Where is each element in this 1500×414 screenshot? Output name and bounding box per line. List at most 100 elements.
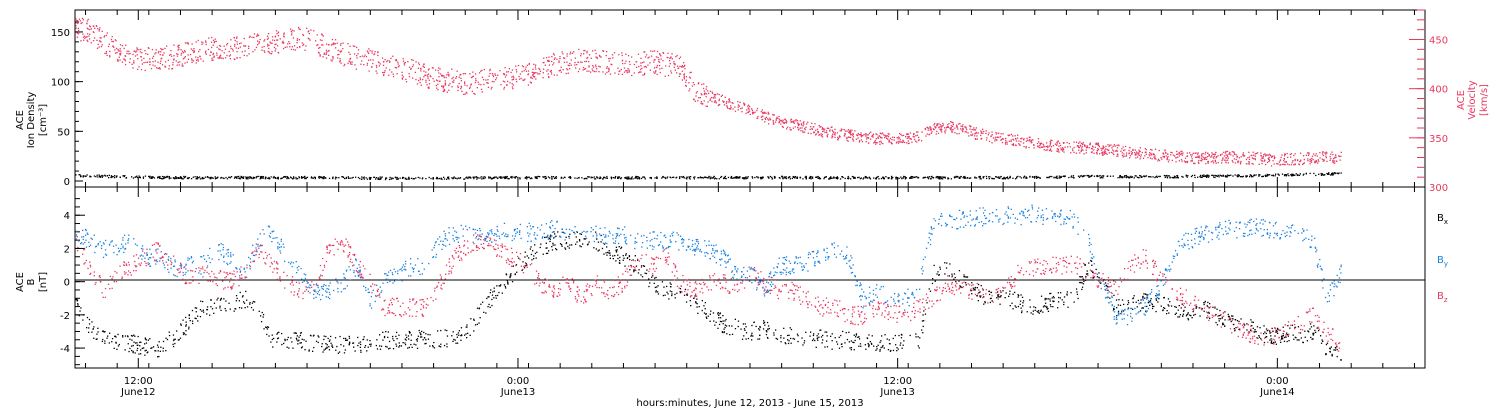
velocity-point [457, 90, 458, 91]
velocity-point [930, 127, 931, 128]
field-point-bz [1143, 261, 1144, 262]
velocity-point [239, 57, 240, 58]
velocity-point [608, 58, 609, 59]
velocity-point [84, 36, 85, 37]
density-point [215, 176, 216, 177]
velocity-point [512, 69, 513, 70]
velocity-point [660, 72, 661, 73]
field-point-bz [775, 279, 776, 280]
density-point [318, 176, 319, 177]
velocity-point [98, 44, 99, 45]
velocity-point [409, 73, 410, 74]
field-point-bz [1135, 259, 1136, 260]
velocity-point [1247, 157, 1248, 158]
density-point [95, 176, 96, 177]
velocity-point [810, 133, 811, 134]
density-point [113, 176, 114, 177]
density-point [376, 177, 377, 178]
density-point [169, 178, 170, 179]
field-point-bz [225, 287, 226, 288]
velocity-point [670, 63, 671, 64]
velocity-point [626, 70, 627, 71]
field-point-bz [434, 290, 435, 291]
velocity-point [423, 76, 424, 77]
velocity-point [1139, 158, 1140, 159]
velocity-point [608, 71, 609, 72]
velocity-point [1173, 155, 1174, 156]
density-point [800, 177, 801, 178]
velocity-point [1067, 146, 1068, 147]
velocity-point [1268, 159, 1269, 160]
field-point-bz [1056, 263, 1057, 264]
velocity-point [675, 70, 676, 71]
velocity-point [673, 63, 674, 64]
velocity-point [946, 127, 947, 128]
velocity-point [337, 43, 338, 44]
velocity-point [280, 38, 281, 39]
velocity-point [810, 126, 811, 127]
velocity-point [706, 86, 707, 87]
velocity-point [120, 48, 121, 49]
velocity-point [944, 131, 945, 132]
velocity-point [1031, 140, 1032, 141]
velocity-point [489, 76, 490, 77]
velocity-point [1223, 152, 1224, 153]
velocity-point [684, 68, 685, 69]
velocity-point [596, 68, 597, 69]
velocity-point [722, 95, 723, 96]
velocity-point [622, 55, 623, 56]
field-point-bz [609, 287, 610, 288]
velocity-point [362, 55, 363, 56]
field-point-bz [850, 323, 851, 324]
velocity-point [360, 64, 361, 65]
density-point [236, 178, 237, 179]
velocity-point [143, 62, 144, 63]
velocity-point [1227, 151, 1228, 152]
velocity-point [136, 47, 137, 48]
velocity-point [698, 83, 699, 84]
field-point-bz [173, 256, 174, 257]
field-point-bz [1053, 268, 1054, 269]
velocity-point [1079, 141, 1080, 142]
velocity-point [1012, 135, 1013, 136]
density-point [295, 177, 296, 178]
field-point-bz [449, 262, 450, 263]
velocity-point [1221, 160, 1222, 161]
velocity-point [538, 68, 539, 69]
velocity-point [403, 58, 404, 59]
velocity-point [321, 33, 322, 34]
velocity-point [783, 122, 784, 123]
velocity-point [547, 69, 548, 70]
velocity-point [650, 70, 651, 71]
density-point [205, 177, 206, 178]
velocity-point [326, 50, 327, 51]
velocity-point [882, 143, 883, 144]
field-point-bz [348, 244, 349, 245]
field-point-bz [586, 289, 587, 290]
field-point-bz [408, 307, 409, 308]
velocity-point [1116, 145, 1117, 146]
velocity-point [384, 70, 385, 71]
velocity-point [75, 18, 76, 19]
velocity-point [624, 72, 625, 73]
field-point-bz [1034, 262, 1035, 263]
velocity-point [1157, 160, 1158, 161]
velocity-point [1080, 145, 1081, 146]
velocity-point [607, 66, 608, 67]
velocity-point [1047, 146, 1048, 147]
velocity-point [257, 34, 258, 35]
velocity-point [592, 70, 593, 71]
velocity-point [1289, 164, 1290, 165]
field-point-bz [266, 257, 267, 258]
velocity-point [1299, 164, 1300, 165]
velocity-point [693, 82, 694, 83]
field-point-bz [1288, 334, 1289, 335]
velocity-point [1262, 157, 1263, 158]
velocity-tick-label: 450 [1429, 36, 1448, 47]
field-point-bz [702, 292, 703, 293]
density-point [1000, 176, 1001, 177]
velocity-point [1269, 154, 1270, 155]
velocity-point [691, 72, 692, 73]
field-point-bz [613, 296, 614, 297]
velocity-point [169, 55, 170, 56]
